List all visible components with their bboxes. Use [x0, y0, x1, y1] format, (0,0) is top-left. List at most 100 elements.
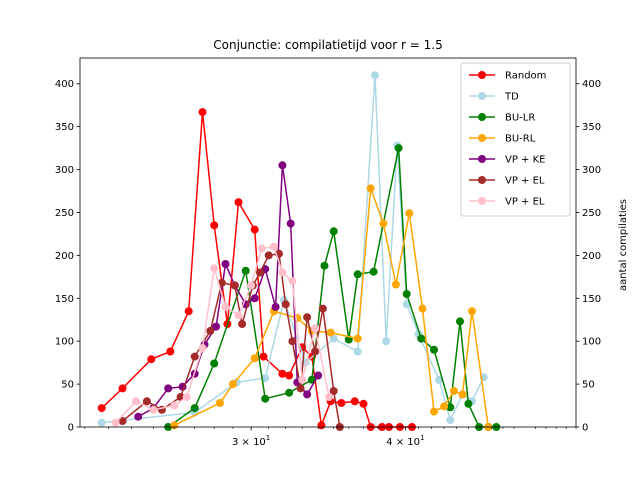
data-point	[456, 317, 464, 326]
data-point	[326, 328, 335, 337]
data-point	[286, 219, 295, 228]
legend-label: TD	[504, 92, 519, 103]
data-point	[369, 267, 378, 276]
plot-area	[97, 71, 501, 431]
data-point	[366, 184, 375, 193]
data-point	[379, 219, 388, 228]
data-point	[210, 359, 219, 368]
legend-swatch-marker	[478, 155, 486, 163]
data-point	[259, 352, 268, 361]
data-point	[288, 277, 297, 286]
legend-swatch-marker	[478, 197, 486, 205]
data-point	[164, 384, 173, 393]
data-point	[405, 209, 414, 218]
data-point	[329, 387, 338, 395]
data-point	[271, 302, 280, 311]
data-point	[320, 261, 329, 270]
data-point	[382, 337, 391, 346]
legend-swatch-marker	[478, 92, 486, 100]
legend-entry: VP + EL	[469, 176, 545, 187]
data-point	[97, 418, 106, 427]
data-point	[394, 144, 403, 153]
data-point	[111, 418, 120, 427]
data-point	[118, 384, 127, 393]
data-point	[118, 417, 127, 425]
data-point	[198, 344, 207, 353]
data-point	[311, 324, 320, 333]
legend-label: VP + EL	[505, 176, 545, 187]
data-point	[250, 225, 259, 234]
data-point	[371, 71, 379, 80]
axes: 0 50 100 150 200 250 300 350 400 0 50 100 150 200 250 3…	[55, 57, 601, 448]
data-point	[329, 227, 338, 236]
plot-frame	[79, 57, 577, 428]
y-tick-label: 250	[55, 208, 74, 219]
data-point	[134, 412, 143, 421]
data-point	[440, 402, 449, 411]
data-point	[210, 221, 219, 230]
data-point	[350, 397, 359, 406]
data-point	[303, 313, 312, 322]
data-point	[238, 320, 247, 328]
data-point	[221, 260, 230, 268]
data-point	[229, 380, 237, 389]
data-point	[468, 307, 476, 316]
data-point	[206, 326, 215, 335]
data-point	[278, 161, 287, 170]
data-point	[446, 403, 455, 412]
legend-entry: Random	[469, 71, 546, 82]
y-tick-label: 100	[55, 337, 74, 348]
data-point	[418, 304, 427, 313]
series-line-1	[101, 75, 485, 424]
data-point	[430, 345, 438, 354]
y-tick-label: 50	[61, 380, 74, 391]
data-point	[230, 281, 239, 290]
legend-label: BU-RL	[505, 134, 536, 145]
y-tick-label: 200	[55, 251, 74, 262]
data-point	[149, 405, 158, 414]
data-point	[166, 347, 175, 356]
data-point	[198, 108, 207, 117]
data-point	[402, 290, 411, 298]
y2-tick-label: 50	[582, 380, 595, 391]
y-tick-label: 400	[55, 79, 74, 90]
legend-entry: VP + KE	[469, 155, 545, 166]
data-point	[391, 280, 400, 289]
data-point	[170, 401, 179, 410]
data-point	[97, 404, 106, 413]
data-point	[234, 311, 243, 320]
data-point	[303, 390, 312, 399]
data-point	[311, 347, 320, 356]
legend-label: VP + KE	[505, 155, 545, 166]
y-tick-label: 350	[55, 122, 74, 133]
data-point	[435, 375, 444, 384]
x-tick-label: 4 × 101	[386, 434, 424, 448]
data-point	[241, 266, 250, 275]
legend-label: Random	[505, 71, 546, 82]
legend-swatch-marker	[478, 134, 486, 142]
legend: Random TD BU-LR BU-RL VP + KE VP + EL VP + EL	[460, 62, 571, 217]
legend-entry: VP + EL	[469, 197, 545, 208]
data-point	[190, 404, 199, 413]
y2-tick-label: 0	[582, 423, 588, 434]
data-point	[132, 397, 140, 406]
data-point	[353, 334, 362, 343]
y2-axis-label: aantal compilaties	[618, 199, 629, 291]
data-point	[278, 268, 287, 277]
y2-tick-label: 100	[582, 337, 601, 348]
data-point	[215, 399, 224, 407]
data-point	[234, 198, 243, 207]
data-point	[142, 397, 151, 406]
data-point	[325, 393, 334, 401]
data-point	[329, 334, 338, 343]
data-point	[278, 369, 287, 378]
data-point	[288, 337, 297, 346]
y-tick-label: 150	[55, 294, 74, 305]
y2-tick-label: 400	[582, 79, 601, 90]
data-point	[261, 374, 270, 383]
data-point	[430, 407, 438, 416]
y2-tick-label: 150	[582, 294, 601, 305]
data-point	[257, 244, 266, 253]
data-point	[261, 394, 270, 403]
y-tick-label: 0	[68, 423, 74, 434]
